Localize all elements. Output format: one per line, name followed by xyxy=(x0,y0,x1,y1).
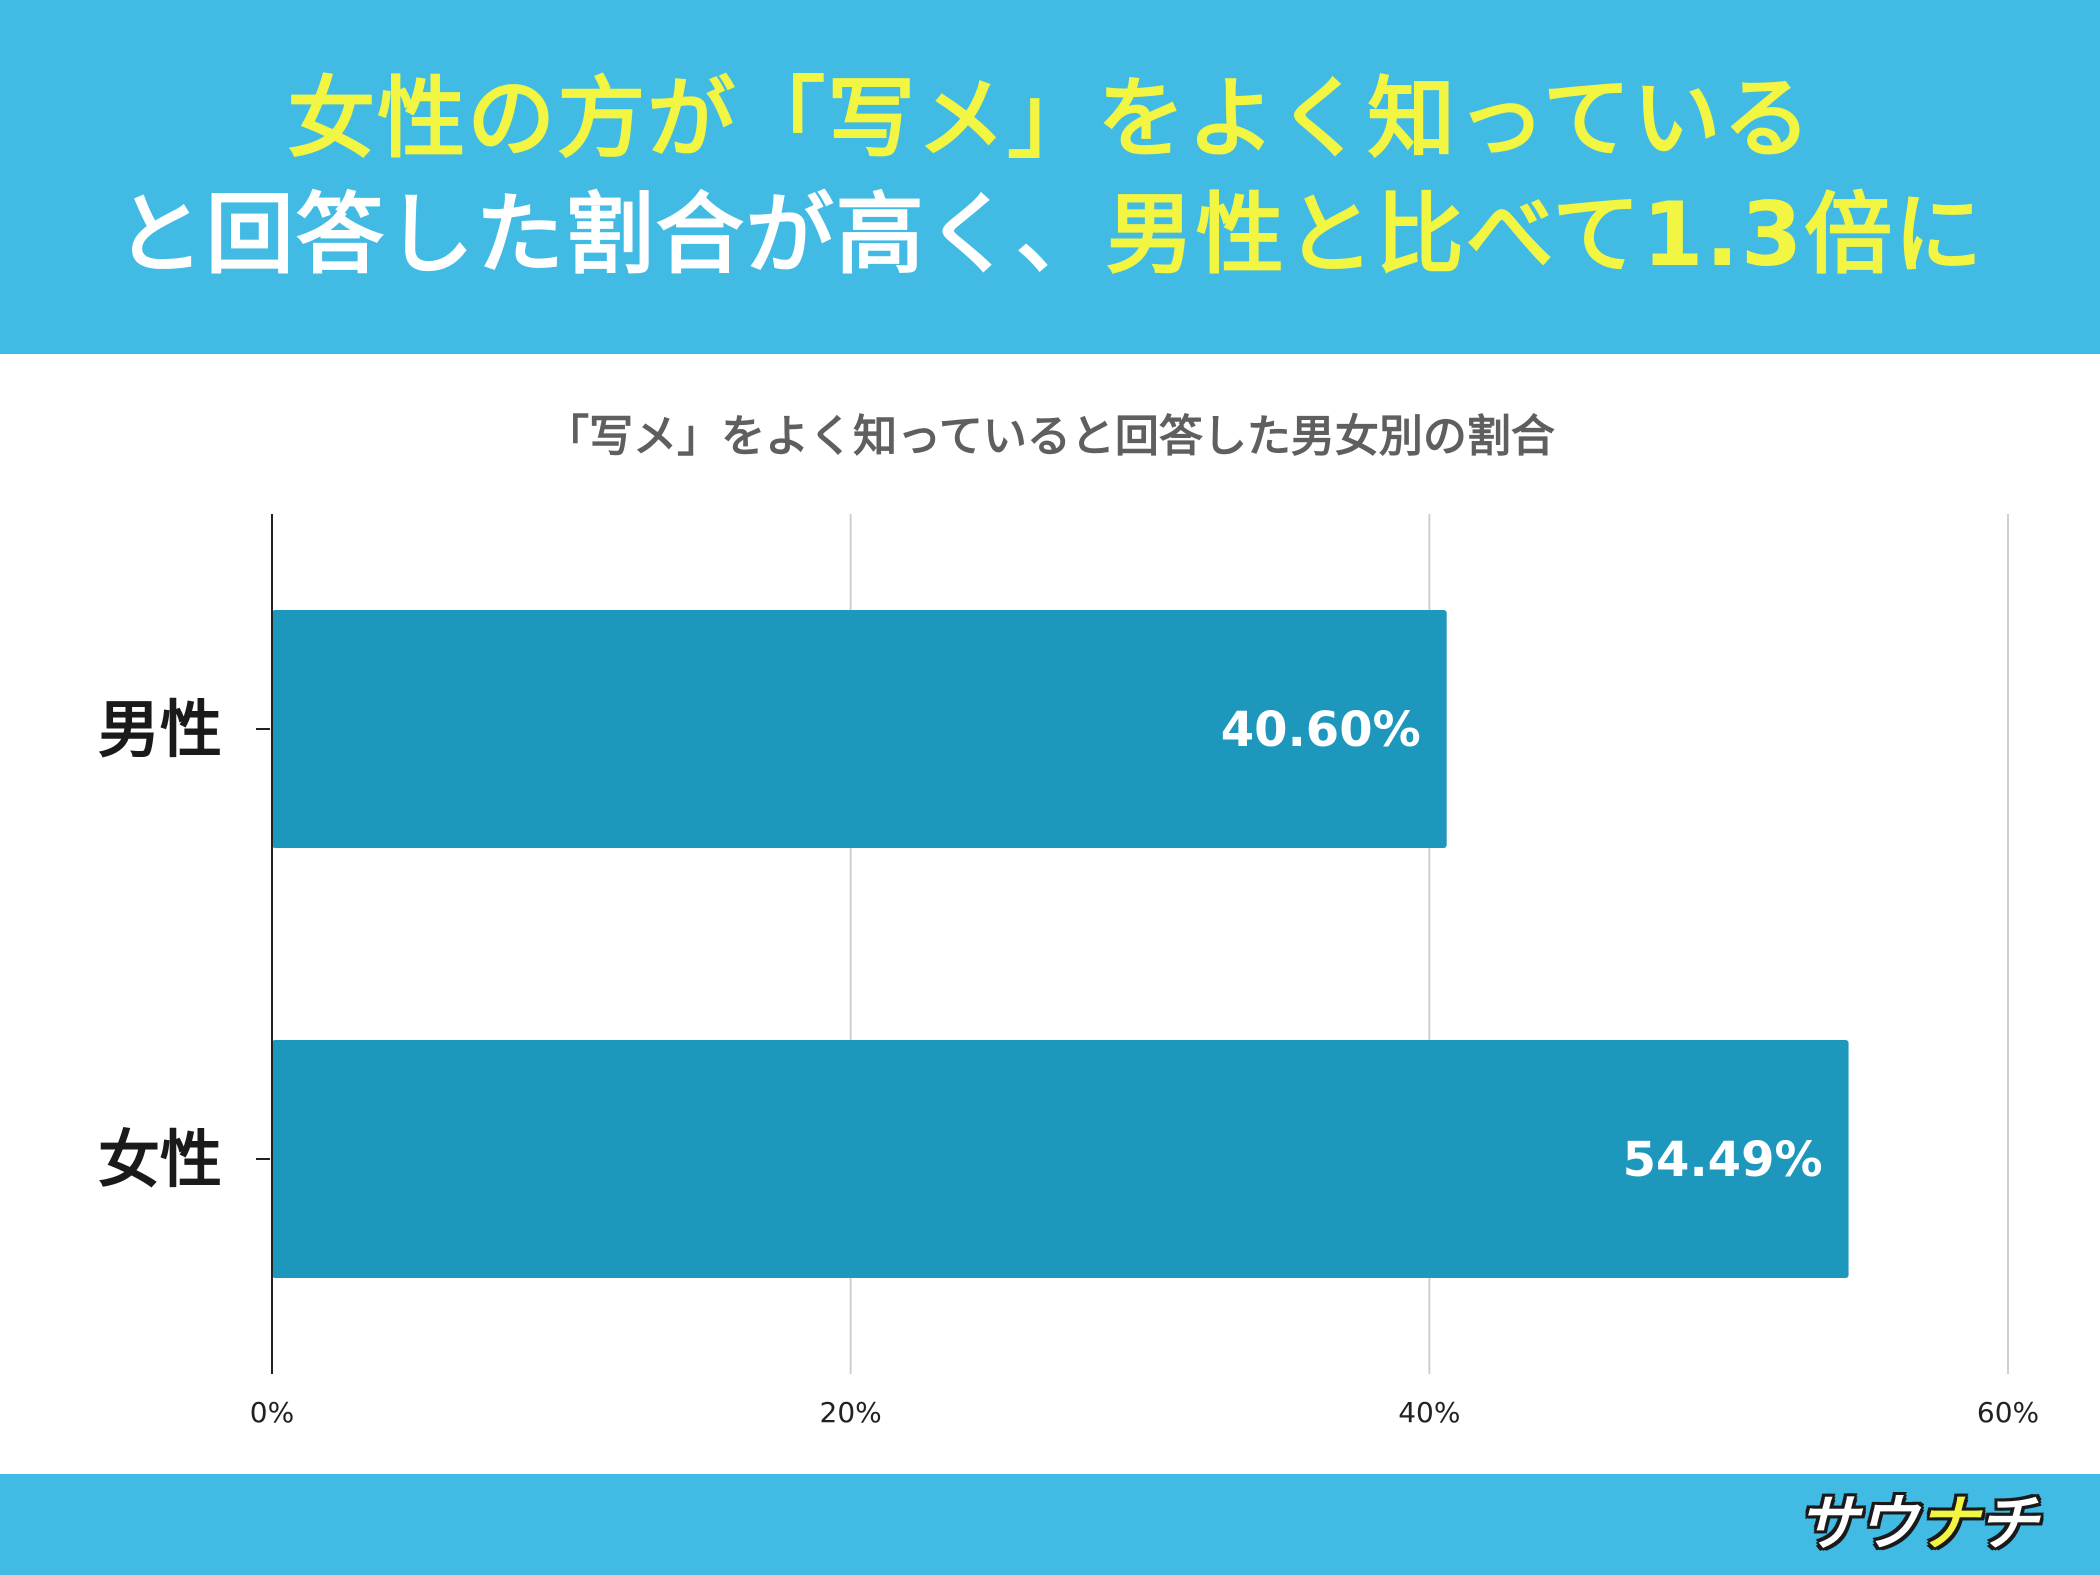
bar-0 xyxy=(272,610,1447,848)
data-label-1: 54.49% xyxy=(1623,1132,1823,1188)
brand-logo-text-a: サウ xyxy=(1798,1489,1918,1559)
headline-line-2-prefix: と回答した割合が高く、 xyxy=(115,183,1106,286)
headline-banner: 女性の方が「写メ」をよく知っている と回答した割合が高く、男性と比べて1.3倍に xyxy=(0,0,2100,354)
x-tick-label-0: 0% xyxy=(250,1396,294,1429)
headline-line-1: 女性の方が「写メ」をよく知っている xyxy=(287,67,1813,170)
brand-logo-text-c: チ xyxy=(1978,1489,2038,1559)
x-tick-label-1: 20% xyxy=(820,1396,882,1429)
headline-line-2: と回答した割合が高く、男性と比べて1.3倍に xyxy=(116,177,1984,293)
chart-title: 「写メ」をよく知っていると回答した男女別の割合 xyxy=(545,411,1555,462)
category-label-0: 男性 xyxy=(98,693,222,766)
bar-1 xyxy=(272,1040,1849,1278)
brand-logo: サウナチ xyxy=(1798,1488,2038,1560)
brand-logo-text-b: ナ xyxy=(1918,1489,1978,1559)
x-tick-label-2: 40% xyxy=(1398,1396,1460,1429)
headline-line-2-highlight: 男性と比べて1.3倍に xyxy=(1105,183,1985,286)
category-label-1: 女性 xyxy=(98,1123,222,1196)
bar-chart: 40.60% 男性 54.49% 女性 0% 20% 40% 60% xyxy=(98,514,2039,1429)
data-label-0: 40.60% xyxy=(1221,702,1421,758)
footer-banner: サウナチ xyxy=(0,1474,2100,1575)
x-tick-label-3: 60% xyxy=(1977,1396,2039,1429)
